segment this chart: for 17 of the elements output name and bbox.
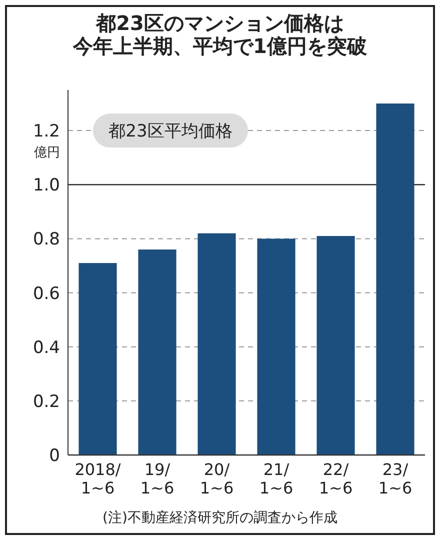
xtick: 23/ 1~6 xyxy=(378,460,412,498)
legend-text: 都23区平均価格 xyxy=(108,122,232,142)
xtick: 2018/ 1~6 xyxy=(74,460,121,498)
annotation: (注)不動産経済研究所の調査から作成 xyxy=(102,510,338,526)
ytick: 0.4 xyxy=(32,338,60,358)
xtick: 22/ 1~6 xyxy=(318,460,353,498)
xtick: 21/ 1~6 xyxy=(259,460,294,498)
title: 都23区のマンション価格は今年上半期、平均で1億円を突破 xyxy=(73,11,367,58)
ytick: 1.2 xyxy=(32,122,60,142)
xtick: 20/ 1~6 xyxy=(200,460,234,498)
ytick: 0.8 xyxy=(32,230,60,250)
ytick: 1.0 xyxy=(32,176,60,196)
xtick: 19/ 1~6 xyxy=(140,460,174,498)
ytick: 0 xyxy=(49,446,60,466)
ylabel: 億円 xyxy=(34,146,60,161)
ytick: 0.2 xyxy=(32,392,60,412)
ytick: 0.6 xyxy=(32,284,60,304)
